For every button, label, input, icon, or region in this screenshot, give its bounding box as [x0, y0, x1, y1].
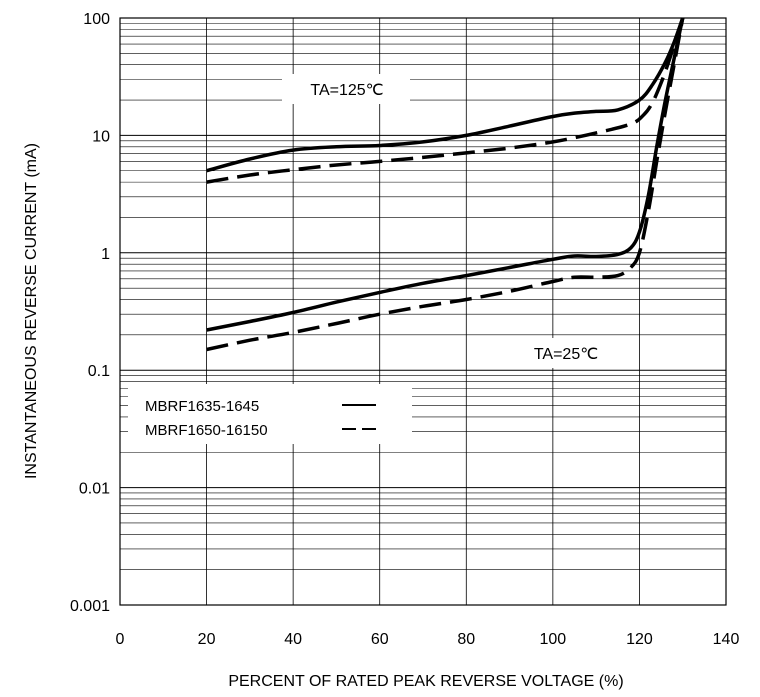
series-line-dashed-ta125	[206, 17, 685, 184]
x-tick-labels: 0 20 40 60 80 100 120 140	[116, 631, 740, 648]
x-tick-label: 80	[457, 631, 475, 648]
y-axis-title: INSTANTANEOUS REVERSE CURRENT (mA)	[23, 143, 40, 479]
series-line-dashed-ta25	[206, 17, 685, 352]
annotation-ta-25: TA=25℃	[534, 346, 598, 363]
y-tick-label: 0.001	[70, 598, 110, 615]
y-tick-labels: 0.001 0.01 0.1 1 10 100	[70, 11, 110, 615]
annotation-ta-125: TA=125℃	[310, 82, 383, 99]
x-tick-label: 140	[713, 631, 740, 648]
plot-frame	[119, 17, 727, 606]
legend: MBRF1635-1645 MBRF1650-16150	[128, 384, 412, 444]
x-tick-label: 0	[116, 631, 125, 648]
x-tick-label: 100	[540, 631, 567, 648]
legend-bg	[128, 384, 412, 444]
x-tick-label: 20	[198, 631, 216, 648]
x-tick-label: 120	[626, 631, 653, 648]
x-tick-label: 60	[371, 631, 389, 648]
y-tick-label: 10	[92, 128, 110, 145]
legend-label-solid: MBRF1635-1645	[145, 398, 259, 415]
annotation-25-bg	[514, 338, 626, 368]
y-tick-label: 1	[101, 246, 110, 263]
series-line-solid-ta125	[206, 17, 685, 173]
legend-label-dashed: MBRF1650-16150	[145, 422, 268, 439]
series-line-solid-ta25	[206, 17, 685, 332]
annotation-125-bg	[282, 74, 410, 104]
y-tick-label: 100	[83, 11, 110, 28]
y-tick-label: 0.1	[88, 363, 110, 380]
x-tick-label: 40	[284, 631, 302, 648]
x-axis-title: PERCENT OF RATED PEAK REVERSE VOLTAGE (%…	[228, 673, 623, 690]
series-layer	[206, 17, 685, 352]
grid	[120, 18, 726, 605]
y-tick-label: 0.01	[79, 481, 110, 498]
